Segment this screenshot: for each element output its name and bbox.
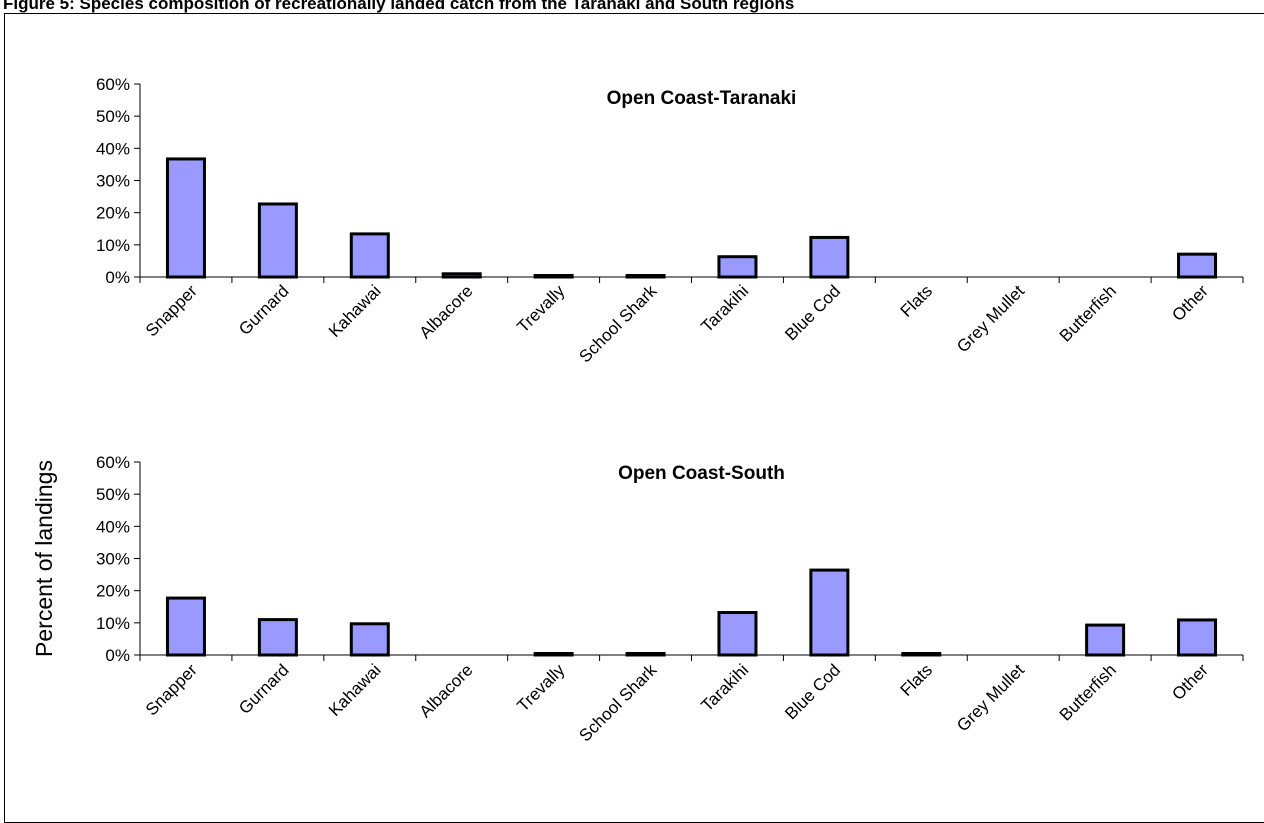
y-tick-label: 50% [96, 485, 130, 504]
y-tick-label: 30% [96, 550, 130, 569]
chart-2: Open Coast-South Percent of landings 0% 10%… [31, 453, 1244, 745]
y-tick-label: 20% [96, 582, 130, 601]
y-tick-label: 0% [105, 268, 130, 287]
y-tick-label: 0% [105, 646, 130, 665]
x-tick-label: Tarakihi [697, 281, 752, 336]
x-tick-label: Gurnard [235, 660, 293, 718]
y-axis-label: Percent of landings [31, 460, 57, 657]
x-tick-label: Butterfish [1056, 281, 1120, 345]
bar-snapper [165, 596, 206, 657]
x-tick-label: Gurnard [235, 281, 293, 339]
bar-albacore [441, 272, 482, 279]
bar-other [1177, 252, 1218, 279]
y-tick-label: 10% [96, 614, 130, 633]
x-tick-label: Blue Cod [781, 281, 844, 344]
y-tick-label: 40% [96, 517, 130, 536]
chart-title: Open Coast-Taranaki [607, 88, 797, 109]
bar-kahawai [349, 232, 390, 279]
x-tick-label: Flats [897, 660, 936, 699]
x-tick-label: Other [1168, 281, 1212, 325]
bar-kahawai [349, 622, 390, 657]
bar-tarakihi [717, 611, 758, 657]
x-tick-label: Other [1168, 660, 1212, 704]
bar-gurnard [257, 202, 298, 279]
bar-trevally [533, 274, 574, 279]
y-tick-label: 30% [96, 172, 130, 191]
y-tick-label: 40% [96, 139, 130, 158]
figure-caption: Figure 5: Species composition of recreat… [3, 0, 795, 13]
x-tick-label: Snapper [142, 660, 201, 719]
bar-blue-cod [809, 235, 850, 279]
x-tick-label: Butterfish [1056, 660, 1120, 724]
x-tick-label: Trevally [513, 660, 568, 715]
x-tick-label: Tarakihi [697, 660, 752, 715]
y-tick-label: 60% [96, 75, 130, 94]
y-tick-label: 10% [96, 236, 130, 255]
bar-snapper [165, 157, 206, 279]
y-tick-label: 20% [96, 204, 130, 223]
x-tick-label: Trevally [513, 281, 568, 336]
bar-blue-cod [809, 568, 850, 657]
x-tick-label: Blue Cod [781, 660, 844, 723]
x-tick-label: School Shark [575, 660, 660, 745]
bar-school-shark [625, 274, 666, 279]
x-tick-label: Kahawai [325, 281, 385, 341]
bar-school-shark [625, 652, 666, 657]
bar-other [1177, 618, 1218, 657]
x-tick-label: Grey Mullet [953, 660, 1028, 735]
bar-trevally [533, 652, 574, 657]
bar-tarakihi [717, 255, 758, 279]
y-tick-label: 50% [96, 107, 130, 126]
x-tick-label: Kahawai [325, 660, 385, 720]
x-tick-label: Flats [897, 281, 936, 320]
x-tick-label: Albacore [416, 281, 477, 342]
chart-1: Open Coast-Taranaki 0% 10% 20% 30% 40% 50% 60% S… [96, 75, 1244, 366]
bar-butterfish [1085, 623, 1126, 657]
x-tick-label: Grey Mullet [953, 281, 1028, 356]
chart-title: Open Coast-South [618, 463, 785, 484]
x-tick-label: School Shark [575, 281, 660, 366]
x-tick-label: Snapper [142, 281, 201, 340]
x-tick-label: Albacore [416, 660, 477, 721]
bar-flats [901, 652, 942, 657]
y-tick-label: 60% [96, 453, 130, 472]
bar-gurnard [257, 618, 298, 657]
